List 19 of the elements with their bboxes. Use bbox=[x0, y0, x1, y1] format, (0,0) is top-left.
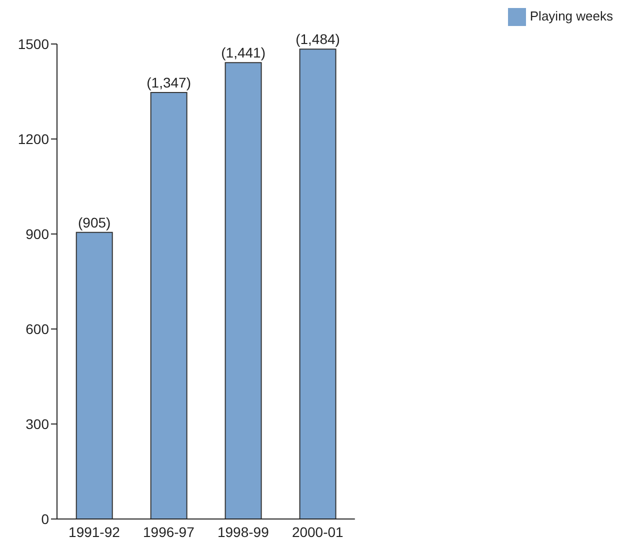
data-label: (905) bbox=[78, 214, 111, 230]
x-tick-label: 2000-01 bbox=[292, 524, 344, 540]
bar bbox=[224, 62, 262, 519]
y-tick-label: 0 bbox=[41, 510, 50, 527]
legend-label: Playing weeks bbox=[530, 8, 613, 24]
y-tick-label: 900 bbox=[26, 226, 50, 242]
bar bbox=[150, 92, 188, 519]
x-tick-label: 1996-97 bbox=[143, 524, 195, 540]
x-tick-label: 1991-92 bbox=[68, 524, 120, 540]
bar bbox=[76, 232, 113, 519]
bar bbox=[299, 48, 336, 519]
y-tick-label: 1200 bbox=[18, 130, 50, 147]
x-tick-label: 1998-99 bbox=[217, 524, 270, 540]
data-label: (1,347) bbox=[146, 74, 192, 90]
y-tick-label: 1500 bbox=[18, 36, 50, 52]
data-label: (1,484) bbox=[296, 31, 340, 48]
y-tick-label: 600 bbox=[26, 320, 50, 337]
data-label: (1,441) bbox=[221, 44, 266, 61]
y-tick-label: 300 bbox=[26, 416, 50, 432]
